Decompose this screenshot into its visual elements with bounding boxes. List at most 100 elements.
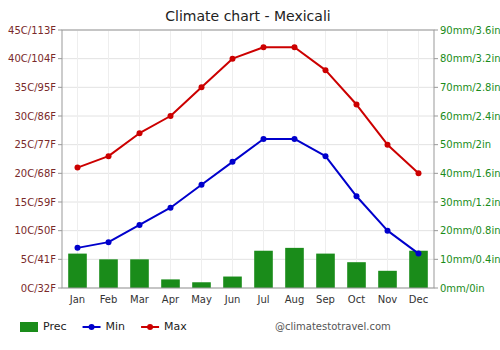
y2-tick-label: 10mm/0.4in (440, 254, 500, 265)
temperature-marker (137, 130, 143, 136)
y2-tick (434, 58, 438, 59)
y-tick-label: 0C/32F (21, 283, 56, 294)
y-tick-label: 20C/68F (14, 168, 56, 179)
temperature-marker (199, 84, 205, 90)
temperature-marker (106, 153, 112, 159)
y2-tick (434, 144, 438, 145)
x-tick-label: Jul (256, 294, 269, 305)
precip-bar (161, 279, 180, 288)
temperature-marker (385, 142, 391, 148)
x-tick-label: Jan (69, 294, 85, 305)
x-grid-line (201, 30, 202, 288)
temperature-marker (261, 136, 267, 142)
x-grid-line (170, 30, 171, 288)
chart: 0C/32F5C/41F10C/50F15C/59F20C/68F25C/77F… (0, 0, 500, 350)
temperature-marker (416, 170, 422, 176)
temperature-marker (230, 56, 236, 62)
precip-bar (254, 251, 273, 288)
y-grid-line (62, 173, 434, 174)
y-grid-line (62, 202, 434, 203)
temperature-line (78, 47, 419, 173)
y2-tick-label: 90mm/3.6in (440, 25, 500, 36)
legend-label: Prec (43, 320, 67, 333)
y-tick-label: 15C/59F (14, 197, 56, 208)
plot-frame (62, 30, 434, 288)
temperature-marker (230, 159, 236, 165)
y2-tick-label: 40mm/1.6in (440, 168, 500, 179)
precip-bar (99, 259, 118, 288)
grid (62, 30, 434, 288)
y-grid-line (62, 87, 434, 88)
temperature-marker (354, 102, 360, 108)
x-tick-label: Mar (130, 294, 150, 305)
y2-tick (434, 87, 438, 88)
precip-bar (409, 251, 428, 288)
y-tick-label: 45C/113F (8, 25, 56, 36)
y-tick (58, 259, 62, 260)
y-tick (58, 87, 62, 88)
legend: PrecMinMax (20, 320, 187, 333)
x-tick-label: Sep (316, 294, 335, 305)
temperature-marker (261, 44, 267, 50)
temperature-marker (75, 165, 81, 171)
y-tick (58, 288, 62, 289)
y2-tick-label: 60mm/2.4in (440, 111, 500, 122)
temperature-line (78, 139, 419, 254)
precip-bar (192, 282, 211, 288)
x-tick-label: Oct (348, 294, 365, 305)
temperature-marker (292, 44, 298, 50)
background (0, 0, 500, 350)
y-tick-label: 40C/104F (8, 53, 56, 64)
y2-tick (434, 116, 438, 117)
y-tick (58, 30, 62, 31)
y-tick (58, 230, 62, 231)
x-grid-line (139, 30, 140, 288)
y2-tick-label: 20mm/0.8in (440, 225, 500, 236)
y-tick (58, 58, 62, 59)
y2-tick-label: 30mm/1.2in (440, 197, 500, 208)
y-tick-label: 10C/50F (14, 225, 56, 236)
legend-marker (147, 324, 153, 330)
x-grid-line (418, 30, 419, 288)
precip-bar (347, 262, 366, 288)
y-tick-label: 30C/86F (14, 111, 56, 122)
temperature-marker (106, 239, 112, 245)
y2-tick (434, 259, 438, 260)
legend-label: Min (106, 320, 126, 333)
precip-bar (223, 277, 242, 288)
temperature-marker (292, 136, 298, 142)
y-tick (58, 144, 62, 145)
y2-tick (434, 30, 438, 31)
x-tick-label: Dec (409, 294, 428, 305)
x-tick-label: Nov (378, 294, 398, 305)
y2-tick (434, 230, 438, 231)
y-grid-line (62, 259, 434, 260)
precip-bar (68, 254, 87, 288)
precip-bar (130, 259, 149, 288)
y2-tick-label: 70mm/2.8in (440, 82, 500, 93)
temperature-marker (323, 153, 329, 159)
y-tick (58, 173, 62, 174)
precip-bar (285, 248, 304, 288)
temperature-marker (354, 193, 360, 199)
x-tick-label: May (191, 294, 212, 305)
precip-bar (378, 271, 397, 288)
x-grid-line (387, 30, 388, 288)
watermark: @climatestotravel.com (275, 321, 391, 332)
y-tick (58, 202, 62, 203)
legend-swatch (20, 322, 38, 332)
temperature-marker (137, 222, 143, 228)
y2-tick (434, 202, 438, 203)
y2-tick (434, 173, 438, 174)
temperature-marker (168, 113, 174, 119)
y-tick-label: 35C/95F (14, 82, 56, 93)
temperature-marker (75, 245, 81, 251)
temperature-marker (416, 251, 422, 257)
x-tick-label: Feb (100, 294, 118, 305)
y-tick (58, 116, 62, 117)
axes: 0C/32F5C/41F10C/50F15C/59F20C/68F25C/77F… (8, 25, 500, 306)
temperature-marker (199, 182, 205, 188)
title: Climate chart - Mexicali (165, 8, 330, 24)
temperature-marker (323, 67, 329, 73)
x-grid-line (356, 30, 357, 288)
